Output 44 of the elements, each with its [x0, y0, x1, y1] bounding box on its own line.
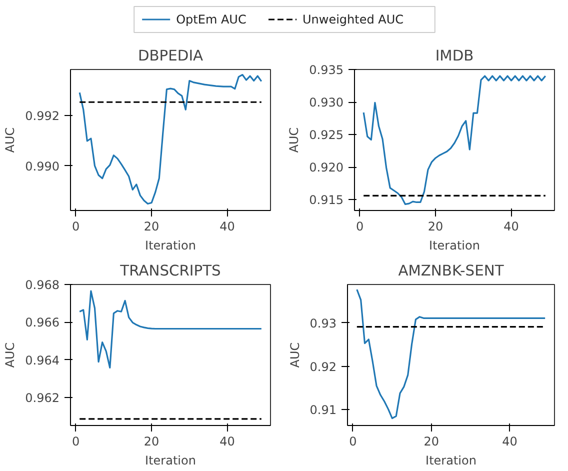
y-axis-title: AUC	[3, 342, 18, 368]
x-tick-label: 40	[220, 434, 235, 448]
x-tick-label: 0	[72, 220, 80, 234]
line-series	[362, 75, 546, 205]
x-tick-label: 0	[356, 220, 364, 234]
legend-label: Unweighted AUC	[302, 12, 404, 26]
y-tick-label: 0.968	[25, 278, 60, 292]
line-series	[356, 288, 546, 420]
line-series	[78, 290, 262, 369]
x-axis-title: Iteration	[429, 238, 480, 252]
x-axis-title: Iteration	[145, 454, 196, 468]
y-tick-label: 0.992	[25, 109, 60, 124]
chart-title: DBPEDIA	[138, 48, 204, 64]
y-axis-title: AUC	[287, 127, 302, 153]
y-axis-title: AUC	[3, 127, 18, 153]
x-tick-label: 40	[504, 220, 519, 234]
y-tick-label: 0.962	[25, 390, 60, 405]
legend-label: OptEm AUC	[176, 12, 246, 26]
x-tick-label: 20	[144, 434, 160, 448]
y-tick-label: 0.966	[25, 316, 60, 330]
x-tick-label: 20	[428, 220, 444, 234]
x-tick-label: 0	[349, 434, 357, 448]
line-series	[78, 74, 262, 205]
x-tick-label: 20	[424, 434, 440, 448]
chart-title: TRANSCRIPTS	[119, 262, 221, 280]
y-tick-label: 0.92	[310, 360, 336, 374]
y-tick-label: 0.935	[309, 63, 344, 77]
x-tick-label: 40	[502, 434, 518, 448]
y-tick-label: 0.925	[309, 128, 344, 142]
y-tick-label: 0.91	[310, 403, 336, 418]
x-axis-title: Iteration	[145, 238, 196, 252]
x-tick-label: 40	[220, 220, 235, 234]
chart-title: IMDB	[435, 48, 474, 64]
y-tick-label: 0.990	[25, 159, 60, 174]
y-tick-label: 0.93	[310, 316, 336, 330]
y-axis-title: AUC	[288, 342, 302, 368]
x-tick-label: 20	[144, 220, 160, 234]
chart-title: AMZNBK-SENT	[398, 262, 504, 280]
y-tick-label: 0.964	[25, 353, 60, 368]
y-tick-label: 0.915	[309, 193, 344, 208]
y-tick-label: 0.930	[309, 96, 344, 110]
y-tick-label: 0.920	[309, 160, 344, 175]
x-tick-label: 0	[72, 434, 80, 448]
x-axis-title: Iteration	[426, 454, 476, 468]
